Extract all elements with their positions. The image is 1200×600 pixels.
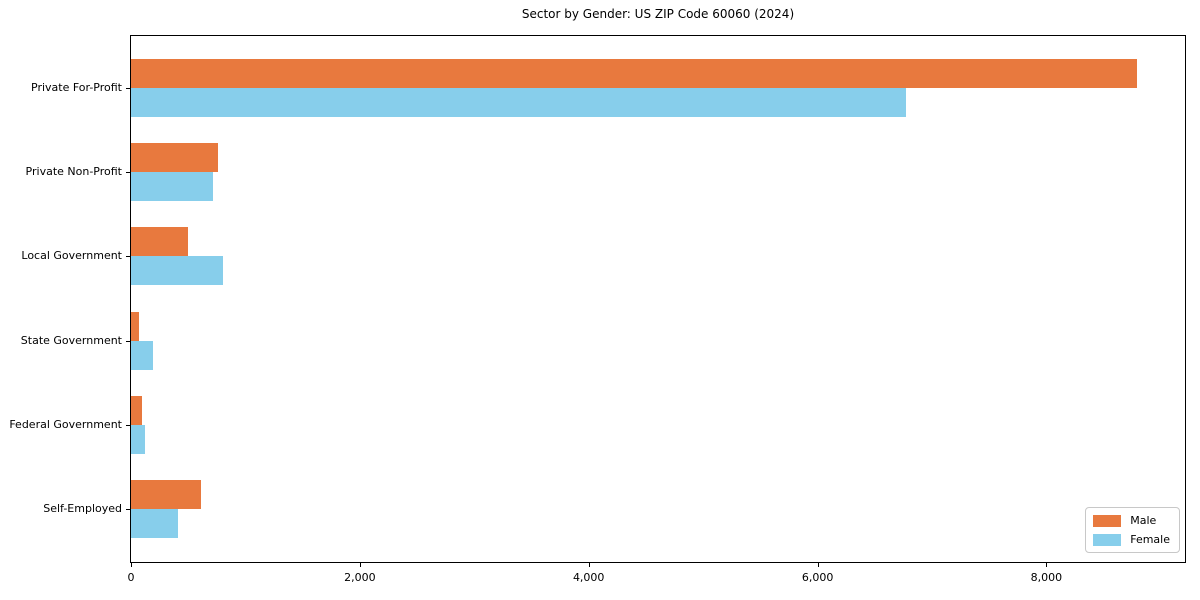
bar-female-private-non-profit	[131, 172, 214, 202]
legend-swatch-female-icon	[1093, 533, 1122, 546]
legend-swatch-male-icon	[1093, 514, 1122, 527]
bar-female-state-government	[131, 340, 153, 370]
legend-label-male: Male	[1130, 514, 1157, 527]
plot-area	[130, 35, 1186, 563]
y-tick-label-private-non-profit: Private Non-Profit	[25, 165, 122, 179]
x-tick-mark	[359, 563, 361, 567]
bar-male-state-government	[131, 311, 139, 341]
y-tick-mark	[126, 340, 130, 342]
bar-female-federal-government	[131, 424, 145, 454]
legend: Male Female	[1085, 507, 1180, 553]
y-tick-label-private-for-profit: Private For-Profit	[31, 81, 122, 94]
bar-male-self-employed	[131, 480, 202, 509]
bar-male-local-government	[131, 227, 189, 257]
legend-label-female: Female	[1130, 533, 1170, 546]
x-tick-label-2-000: 2,000	[344, 571, 376, 584]
x-tick-mark	[1046, 563, 1048, 567]
bar-female-local-government	[131, 256, 223, 286]
bar-male-private-for-profit	[131, 59, 1137, 88]
x-tick-mark	[131, 563, 132, 567]
legend-item-female: Female	[1093, 533, 1170, 546]
bar-male-private-non-profit	[131, 143, 218, 173]
y-tick-label-state-government: State Government	[20, 333, 122, 347]
y-tick-label-local-government: Local Government	[21, 249, 122, 263]
y-tick-mark	[126, 424, 130, 426]
x-tick-mark	[817, 563, 819, 567]
y-tick-mark	[126, 172, 130, 174]
y-tick-mark	[126, 509, 130, 510]
y-tick-mark	[126, 88, 130, 89]
x-tick-label-6-000: 6,000	[801, 571, 834, 584]
x-tick-mark	[588, 563, 590, 567]
x-tick-label-8-000: 8,000	[1030, 571, 1063, 584]
y-tick-mark	[126, 256, 130, 258]
chart-title: Sector by Gender: US ZIP Code 60060 (202…	[521, 7, 795, 21]
bar-male-federal-government	[131, 395, 143, 425]
y-tick-label-self-employed: Self-Employed	[43, 502, 122, 515]
legend-item-male: Male	[1093, 514, 1170, 527]
x-tick-label-0: 0	[127, 571, 135, 584]
y-tick-label-federal-government: Federal Government	[9, 417, 122, 431]
bar-female-self-employed	[131, 509, 178, 538]
x-tick-label-4-000: 4,000	[572, 571, 605, 584]
bar-female-private-for-profit	[131, 88, 906, 117]
